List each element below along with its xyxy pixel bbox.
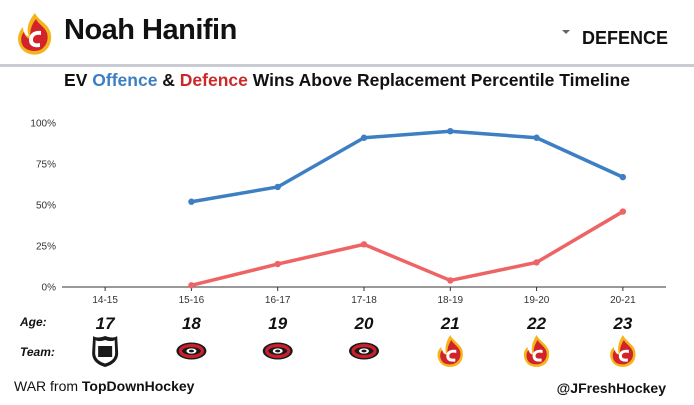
data-point-defence bbox=[533, 259, 540, 266]
data-point-defence bbox=[360, 241, 368, 248]
player-name: Noah Hanifin bbox=[64, 14, 237, 46]
y-tick-label: 75% bbox=[36, 160, 56, 171]
x-tick-label: 17-18 bbox=[351, 295, 377, 306]
title-suffix: Wins Above Replacement Percentile Timeli… bbox=[247, 70, 630, 90]
age-value: 19 bbox=[268, 314, 287, 333]
nhl-shield-logo-icon bbox=[92, 336, 119, 367]
x-tick-label: 15-16 bbox=[179, 295, 205, 306]
x-tick-label: 18-19 bbox=[437, 295, 463, 306]
source-credit: WAR from TopDownHockey bbox=[14, 378, 194, 394]
header: Noah Hanifin DEFENCE bbox=[0, 0, 694, 67]
carolina-hurricanes-logo-icon bbox=[349, 342, 379, 360]
age-value: 20 bbox=[354, 314, 374, 333]
data-point-offence bbox=[274, 183, 281, 191]
x-tick-label: 16-17 bbox=[265, 295, 291, 306]
y-tick-label: 0% bbox=[42, 283, 57, 294]
data-point-offence bbox=[188, 198, 195, 205]
y-tick-label: 25% bbox=[36, 242, 56, 253]
data-point-offence bbox=[447, 128, 454, 135]
series-line-defence bbox=[189, 209, 625, 288]
age-value: 22 bbox=[526, 314, 546, 333]
data-point-defence bbox=[188, 282, 195, 289]
y-tick-label: 100% bbox=[30, 119, 56, 130]
data-point-defence bbox=[619, 208, 627, 215]
calgary-flames-logo-icon bbox=[610, 335, 636, 367]
data-point-offence bbox=[360, 134, 368, 141]
data-point-defence bbox=[274, 260, 281, 268]
x-tick-label: 20-21 bbox=[610, 295, 636, 306]
age-row-label: Age: bbox=[19, 315, 47, 329]
team-row-label: Team: bbox=[20, 345, 55, 359]
title-offence: Offence bbox=[92, 70, 158, 90]
series-line-offence bbox=[189, 129, 625, 204]
data-point-offence bbox=[619, 173, 627, 181]
header-divider bbox=[0, 64, 694, 67]
age-value: 21 bbox=[440, 314, 460, 333]
age-value: 18 bbox=[182, 314, 201, 333]
y-tick-label: 50% bbox=[36, 201, 56, 212]
chevron-down-icon[interactable] bbox=[562, 30, 570, 34]
x-tick-label: 19-20 bbox=[524, 295, 550, 306]
calgary-flames-logo-icon bbox=[437, 335, 463, 367]
data-point-offence bbox=[533, 134, 540, 141]
chart-title: EV Offence & Defence Wins Above Replacem… bbox=[0, 70, 694, 91]
carolina-hurricanes-logo-icon bbox=[176, 342, 207, 360]
flames-logo-icon bbox=[18, 13, 52, 55]
age-value: 23 bbox=[612, 314, 632, 333]
source-prefix: WAR from bbox=[14, 378, 82, 394]
position-label: DEFENCE bbox=[581, 28, 668, 48]
title-prefix: EV bbox=[64, 70, 93, 90]
author-handle: @JFreshHockey bbox=[556, 380, 666, 396]
title-defence: Defence bbox=[179, 70, 248, 90]
age-value: 17 bbox=[96, 314, 116, 333]
source-name: TopDownHockey bbox=[81, 378, 195, 394]
x-tick-label: 14-15 bbox=[92, 295, 118, 306]
carolina-hurricanes-logo-icon bbox=[262, 342, 293, 360]
data-point-defence bbox=[447, 277, 454, 284]
calgary-flames-logo-icon bbox=[523, 335, 550, 367]
title-amp: & bbox=[157, 70, 180, 90]
